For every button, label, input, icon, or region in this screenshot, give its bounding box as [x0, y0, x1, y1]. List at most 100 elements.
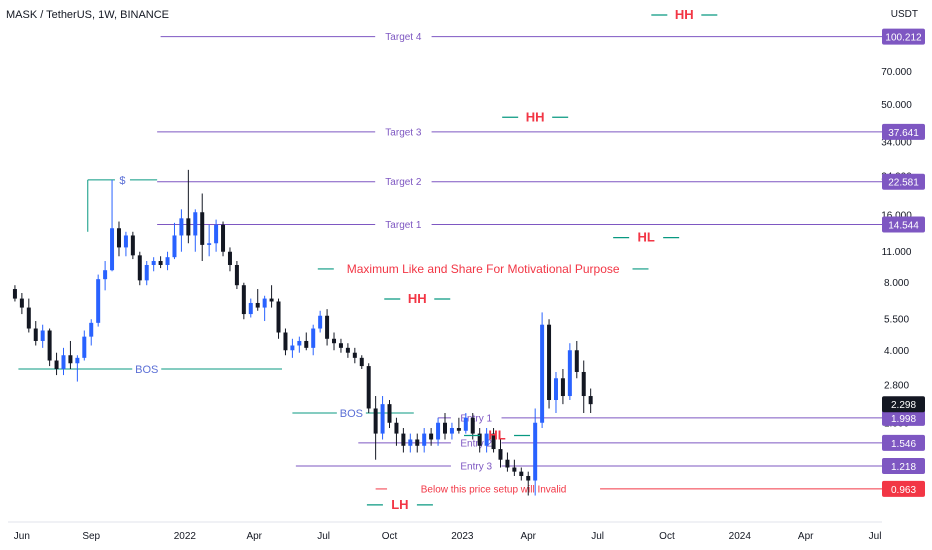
y-tick-label: 16.000 — [881, 211, 912, 222]
annotation-label: Maximum Like and Share For Motivational … — [347, 262, 620, 276]
annotation-label: HH — [408, 291, 427, 306]
x-tick-label: Apr — [798, 531, 814, 542]
price-tag — [882, 480, 925, 497]
y-tick-label: 70.000 — [881, 67, 912, 78]
candle-body — [26, 307, 31, 329]
x-tick-label: Apr — [520, 531, 536, 542]
x-tick-label: 2023 — [451, 531, 474, 542]
candle-body — [540, 324, 545, 423]
y-tick-label: 34.000 — [881, 137, 912, 148]
x-tick-label: 2022 — [174, 531, 197, 542]
price-tag — [882, 434, 925, 451]
candle-body — [345, 347, 350, 353]
price-tag — [882, 409, 925, 426]
symbol-title: MASK / TetherUS, 1W, BINANCE — [6, 9, 170, 21]
candle-body — [574, 350, 579, 372]
annotation-label: HH — [526, 109, 545, 124]
price-tag — [882, 458, 925, 475]
candle-body — [262, 298, 267, 308]
candle-body — [498, 449, 503, 460]
candle-body — [422, 433, 427, 446]
candle-body — [415, 439, 420, 446]
current-price-label: 2.298 — [891, 400, 916, 411]
candle-body — [40, 330, 45, 341]
candle-body — [214, 224, 219, 244]
level-label: Target 3 — [385, 127, 422, 138]
x-tick-label: Apr — [246, 531, 262, 542]
candle-body — [429, 433, 434, 440]
candle-body — [227, 251, 232, 265]
candle-body — [61, 355, 66, 369]
candle-body — [89, 322, 94, 337]
candle-body — [477, 433, 482, 446]
price-tag-label: 14.544 — [888, 221, 919, 232]
price-tag-label: 1.998 — [891, 414, 916, 425]
candle-body — [560, 378, 565, 397]
candle-body — [221, 224, 226, 252]
price-tag — [882, 123, 925, 140]
x-tick-label: Sep — [82, 531, 100, 542]
price-tag — [882, 216, 925, 233]
candle-body — [137, 255, 142, 281]
price-tag — [882, 28, 925, 45]
currency-label: USDT — [890, 9, 918, 20]
level-label: Target 1 — [385, 220, 422, 231]
candle-body — [283, 332, 288, 351]
candle-body — [533, 422, 538, 481]
candle-body — [304, 340, 309, 348]
candle-body — [512, 467, 517, 472]
candle-body — [456, 428, 461, 431]
y-tick-label: 11.000 — [882, 247, 912, 258]
price-tag-label: 100.212 — [885, 33, 922, 44]
candle-body — [12, 289, 17, 299]
candle-body — [151, 261, 156, 265]
candle-body — [366, 366, 371, 409]
bos-label: BOS — [135, 364, 158, 376]
candle-body — [325, 315, 330, 339]
y-tick-label: 2.800 — [884, 380, 909, 391]
candle-body — [19, 298, 24, 308]
level-label: Entry 1 — [460, 413, 492, 424]
y-tick-label: 4.000 — [884, 346, 909, 357]
candle-body — [380, 404, 385, 434]
current-price-tag — [882, 396, 925, 413]
annotation-label: HL — [637, 230, 654, 245]
candle-body — [318, 315, 323, 329]
candle-body — [449, 428, 454, 434]
candle-body — [103, 270, 108, 280]
candle-body — [352, 352, 357, 358]
candle-body — [54, 360, 59, 369]
x-tick-label: Oct — [659, 531, 675, 542]
candle-body — [588, 396, 593, 405]
x-tick-label: 2024 — [729, 531, 752, 542]
candle-body — [373, 408, 378, 434]
candle-body — [144, 264, 149, 281]
annotation-label: LH — [391, 497, 408, 512]
candle-body — [519, 471, 524, 476]
y-tick-label: 8.000 — [884, 278, 909, 289]
candle-body — [394, 422, 399, 434]
candle-body — [470, 417, 475, 434]
candle-body — [332, 338, 337, 344]
candle-body — [200, 212, 205, 245]
candle-body — [186, 218, 191, 236]
price-tag-label: 1.218 — [891, 462, 916, 473]
price-tag-label: 22.581 — [888, 178, 919, 189]
x-tick-label: Jul — [317, 531, 330, 542]
candle-body — [581, 371, 586, 397]
candle-body — [110, 228, 115, 271]
candle-body — [463, 417, 468, 431]
candle-body — [311, 328, 316, 348]
candle-body — [553, 378, 558, 401]
candle-body — [269, 298, 274, 302]
level-label: Entry 3 — [460, 462, 492, 473]
candle-body — [290, 345, 295, 351]
candle-body — [82, 336, 87, 358]
annotation-label: HL — [488, 427, 505, 442]
candle-body — [234, 264, 239, 286]
price-tag — [882, 173, 925, 190]
candle-body — [443, 422, 447, 434]
level-label: Below this price setup will Invalid — [421, 484, 567, 495]
